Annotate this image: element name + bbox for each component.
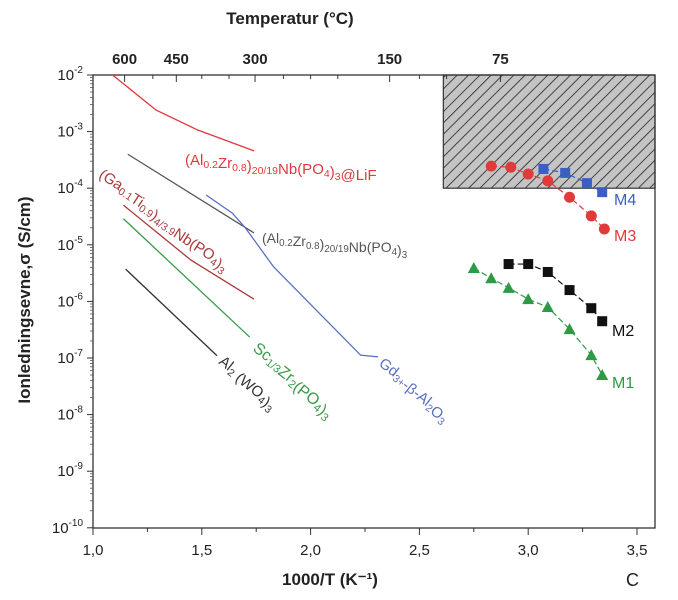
line-label: Gd3+-β-Al2O3 — [371, 355, 455, 429]
line-label: (Al0.2Zr0.8)20/19Nb(PO4)3 — [262, 230, 408, 261]
label-part: (Al — [185, 152, 203, 169]
x-tick-label: 1,5 — [191, 542, 212, 559]
series-label: M1 — [612, 375, 634, 392]
series-label: M4 — [614, 192, 636, 209]
label-part: 3+ — [390, 373, 407, 390]
data-point-M4 — [538, 163, 549, 174]
x-axis-title: 1000/T (K⁻¹) — [282, 570, 378, 589]
label-part: 0.8 — [232, 162, 247, 174]
data-point-M2 — [503, 259, 514, 270]
y-tick-label: 10-2 — [57, 65, 83, 84]
series-label: M3 — [614, 228, 636, 245]
y-tick-label: 10-6 — [57, 291, 83, 310]
label-part: ) — [320, 236, 325, 252]
label-part: Nb(PO — [349, 239, 392, 255]
line-4 — [123, 218, 251, 338]
top-tick-label: 150 — [377, 51, 402, 68]
data-point-M4 — [581, 178, 592, 189]
label-part: 4 — [324, 168, 330, 180]
label-part: 4 — [208, 256, 220, 269]
label-part: 0.2 — [279, 238, 293, 249]
line-6 — [205, 194, 379, 358]
data-point-M3 — [505, 161, 517, 173]
x-tick-label: 2,5 — [409, 542, 430, 559]
y-tick-label: 10-4 — [57, 178, 83, 197]
data-point-M1 — [585, 349, 598, 361]
label-part: Zr — [293, 233, 307, 249]
data-point-M1 — [522, 293, 535, 305]
data-point-M3 — [542, 175, 554, 187]
label-part: Zr — [218, 155, 232, 172]
label-part: ) — [247, 158, 252, 175]
label-part: 20/19 — [252, 165, 278, 177]
top-tick-label: 450 — [164, 51, 189, 68]
y-tick-label: 10-8 — [57, 405, 83, 424]
top-tick-label: 75 — [492, 51, 509, 68]
series-line-M1 — [473, 267, 603, 376]
label-part: 3 — [215, 264, 227, 277]
panel-letter: C — [626, 570, 639, 590]
data-point-M3 — [598, 223, 610, 235]
line-2 — [127, 153, 255, 234]
line-3 — [123, 204, 255, 300]
x-tick-label: 1,0 — [83, 542, 104, 559]
y-tick-label: 10-9 — [57, 461, 83, 480]
label-part: (Al — [262, 230, 279, 246]
data-point-M4 — [560, 167, 571, 178]
y-axis-title: Ionledningsevne,σ (S/cm) — [15, 196, 34, 403]
y-tick-label: 10-5 — [57, 235, 83, 254]
label-part: 4 — [392, 247, 398, 258]
label-part: Nb(PO — [278, 161, 324, 178]
line-label: (Ga0.1Ti0.9)4/3.9Nb(PO4)3 — [88, 166, 237, 278]
line-1 — [112, 74, 255, 152]
y-tick-label: 10-7 — [57, 348, 83, 367]
data-point-M3 — [564, 191, 576, 203]
data-point-M2 — [542, 266, 553, 277]
data-point-M1 — [502, 281, 515, 293]
line-5 — [125, 268, 218, 357]
label-part: 3 — [402, 250, 408, 261]
data-point-M2 — [523, 259, 534, 270]
top-tick-label: 300 — [243, 51, 268, 68]
label-part: 0.2 — [203, 159, 218, 171]
label-part: ) — [397, 242, 402, 258]
shaded-region — [442, 74, 656, 189]
label-part: 20/19 — [324, 244, 349, 255]
data-point-M2 — [586, 303, 597, 314]
label-part: @LiF — [341, 167, 377, 184]
data-point-M3 — [522, 168, 534, 180]
data-point-M1 — [485, 272, 498, 284]
data-point-M1 — [541, 301, 554, 313]
data-point-M2 — [564, 285, 575, 296]
x-tick-label: 2,0 — [300, 542, 321, 559]
data-point-M2 — [597, 316, 608, 327]
series-line-M4 — [543, 168, 603, 193]
data-point-M1 — [596, 368, 609, 380]
y-tick-label: 10-3 — [57, 122, 83, 141]
label-part: 3 — [335, 171, 341, 183]
data-point-M1 — [563, 323, 576, 335]
data-point-M1 — [467, 262, 480, 274]
top-tick-label: 600 — [112, 51, 137, 68]
x-tick-label: 3,0 — [518, 542, 539, 559]
line-label: (Al0.2Zr0.8)20/19Nb(PO4)3@LiF — [185, 152, 377, 184]
x-tick-label: 3,5 — [627, 542, 648, 559]
label-part: 0.8 — [306, 241, 320, 252]
label-part: ) — [330, 164, 335, 181]
data-point-M3 — [485, 160, 497, 172]
label-part: Nb(PO — [170, 225, 218, 264]
data-point-M3 — [585, 210, 597, 222]
y-tick-label: 10-10 — [52, 518, 84, 537]
top-axis-title: Temperatur (°C) — [226, 9, 353, 28]
series-label: M2 — [612, 323, 634, 340]
data-point-M4 — [597, 187, 608, 198]
